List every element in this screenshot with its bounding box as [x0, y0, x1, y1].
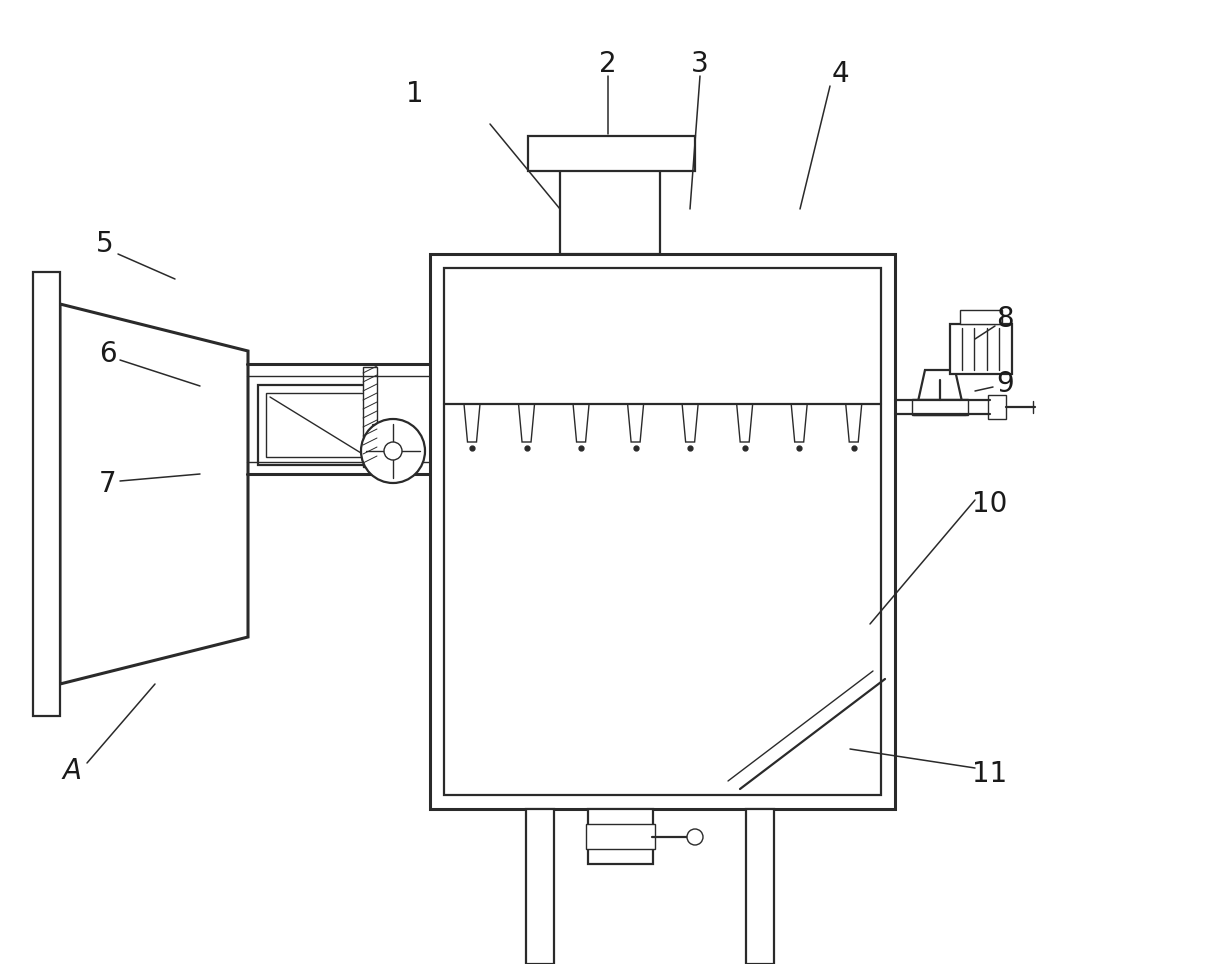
Text: 3: 3 [691, 50, 708, 78]
Polygon shape [586, 824, 655, 849]
Polygon shape [915, 370, 965, 415]
Polygon shape [588, 809, 652, 864]
Polygon shape [846, 404, 861, 442]
Polygon shape [266, 393, 364, 457]
Text: 6: 6 [100, 340, 117, 368]
Text: 11: 11 [972, 760, 1007, 788]
Polygon shape [682, 404, 699, 442]
Text: 4: 4 [831, 60, 849, 88]
Circle shape [361, 419, 425, 483]
Polygon shape [258, 385, 373, 465]
Polygon shape [746, 809, 774, 964]
Polygon shape [33, 272, 60, 716]
Text: 1: 1 [406, 80, 424, 108]
Polygon shape [529, 136, 695, 171]
Polygon shape [573, 404, 589, 442]
Text: 2: 2 [599, 50, 617, 78]
Circle shape [686, 829, 703, 845]
Polygon shape [912, 399, 968, 415]
Text: 9: 9 [996, 370, 1013, 398]
Polygon shape [988, 395, 1006, 419]
Polygon shape [60, 304, 248, 684]
Polygon shape [960, 310, 1002, 324]
Polygon shape [950, 324, 1012, 374]
Polygon shape [519, 404, 535, 442]
Polygon shape [628, 404, 644, 442]
Polygon shape [560, 169, 660, 254]
Text: 8: 8 [996, 305, 1013, 333]
Text: A: A [62, 757, 81, 785]
Polygon shape [526, 809, 554, 964]
Polygon shape [464, 404, 480, 442]
Polygon shape [430, 254, 895, 809]
Polygon shape [791, 404, 807, 442]
Text: 5: 5 [96, 230, 114, 258]
Text: 7: 7 [100, 470, 117, 498]
Polygon shape [363, 367, 377, 467]
Circle shape [384, 442, 402, 460]
Polygon shape [736, 404, 752, 442]
Polygon shape [443, 268, 881, 795]
Text: 10: 10 [972, 490, 1007, 518]
